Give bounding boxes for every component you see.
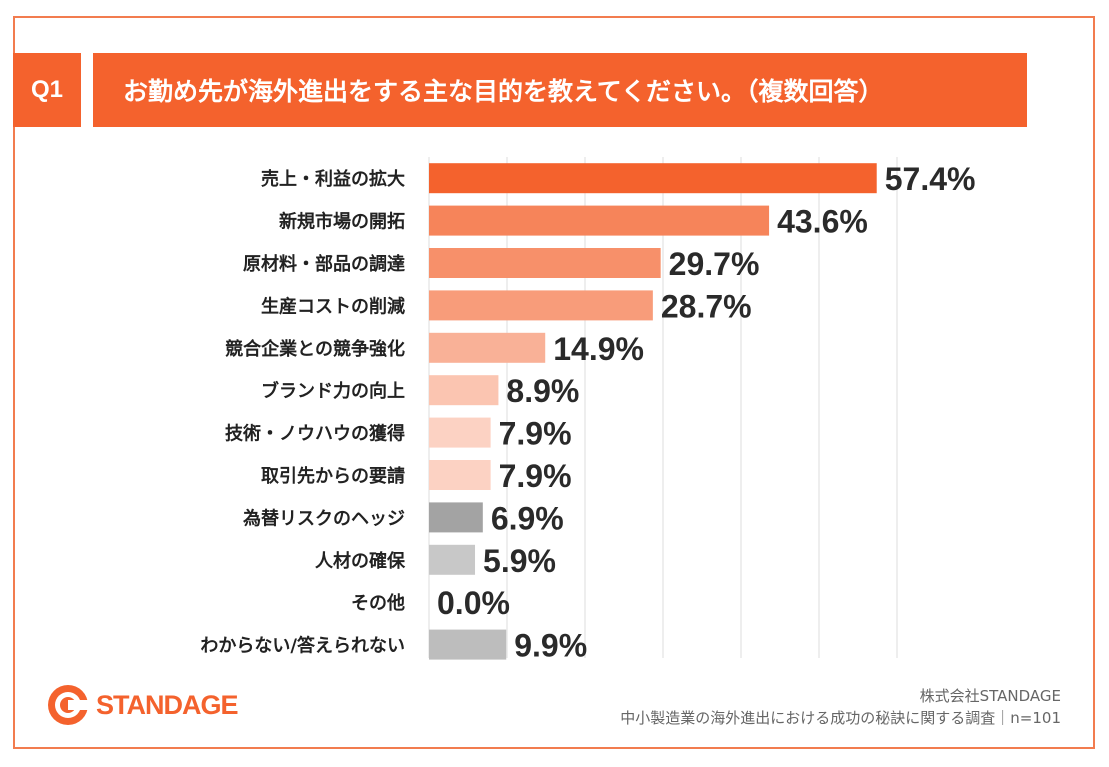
value-label: 0.0% [437, 585, 510, 621]
category-label: 技術・ノウハウの獲得 [225, 423, 405, 445]
value-label: 7.9% [499, 416, 572, 452]
value-label: 29.7% [669, 246, 760, 282]
bar [429, 629, 507, 660]
value-label: 28.7% [661, 288, 752, 324]
bar [429, 163, 877, 194]
bar [429, 332, 546, 363]
bar [429, 248, 661, 278]
question-number: Q1 [13, 53, 81, 127]
bar [429, 375, 499, 406]
category-label: 為替リスクのヘッジ [243, 507, 405, 529]
bar [429, 460, 491, 490]
bar [429, 205, 770, 236]
company-name: 株式会社STANDAGE [919, 687, 1061, 705]
category-label: 取引先からの要請 [261, 465, 405, 487]
category-label: ブランド力の向上 [261, 380, 405, 402]
chart-frame [13, 16, 1095, 749]
logo-text: STANDAGE [96, 689, 239, 720]
standage-logo: STANDAGE [46, 683, 239, 727]
category-label: 新規市場の開拓 [279, 211, 405, 233]
category-label: 競合企業との競争強化 [225, 338, 405, 360]
question-title: お勤め先が海外進出をする主な目的を教えてください。（複数回答） [93, 53, 1027, 127]
value-label: 7.9% [499, 458, 572, 494]
standage-logo-icon [48, 685, 90, 725]
bar [429, 544, 476, 575]
bar [429, 502, 483, 533]
category-label: 売上・利益の拡大 [261, 168, 405, 190]
value-label: 57.4% [885, 161, 976, 197]
value-label: 9.9% [514, 628, 587, 664]
value-label: 43.6% [777, 204, 868, 240]
value-label: 5.9% [483, 543, 556, 579]
bar [429, 417, 491, 448]
category-label: 生産コストの削減 [261, 295, 405, 317]
category-label: 原材料・部品の調達 [243, 253, 405, 275]
survey-description: 中小製造業の海外進出における成功の秘訣に関する調査｜n=101 [620, 709, 1061, 727]
category-label: その他 [351, 592, 405, 614]
category-label: わからない/答えられない [200, 635, 405, 657]
value-label: 6.9% [491, 500, 564, 536]
bar [429, 290, 653, 321]
value-label: 14.9% [553, 331, 644, 367]
source-credit: 株式会社STANDAGE 中小製造業の海外進出における成功の秘訣に関する調査｜n… [620, 685, 1061, 729]
category-label: 人材の確保 [315, 550, 406, 572]
value-label: 8.9% [506, 373, 579, 409]
